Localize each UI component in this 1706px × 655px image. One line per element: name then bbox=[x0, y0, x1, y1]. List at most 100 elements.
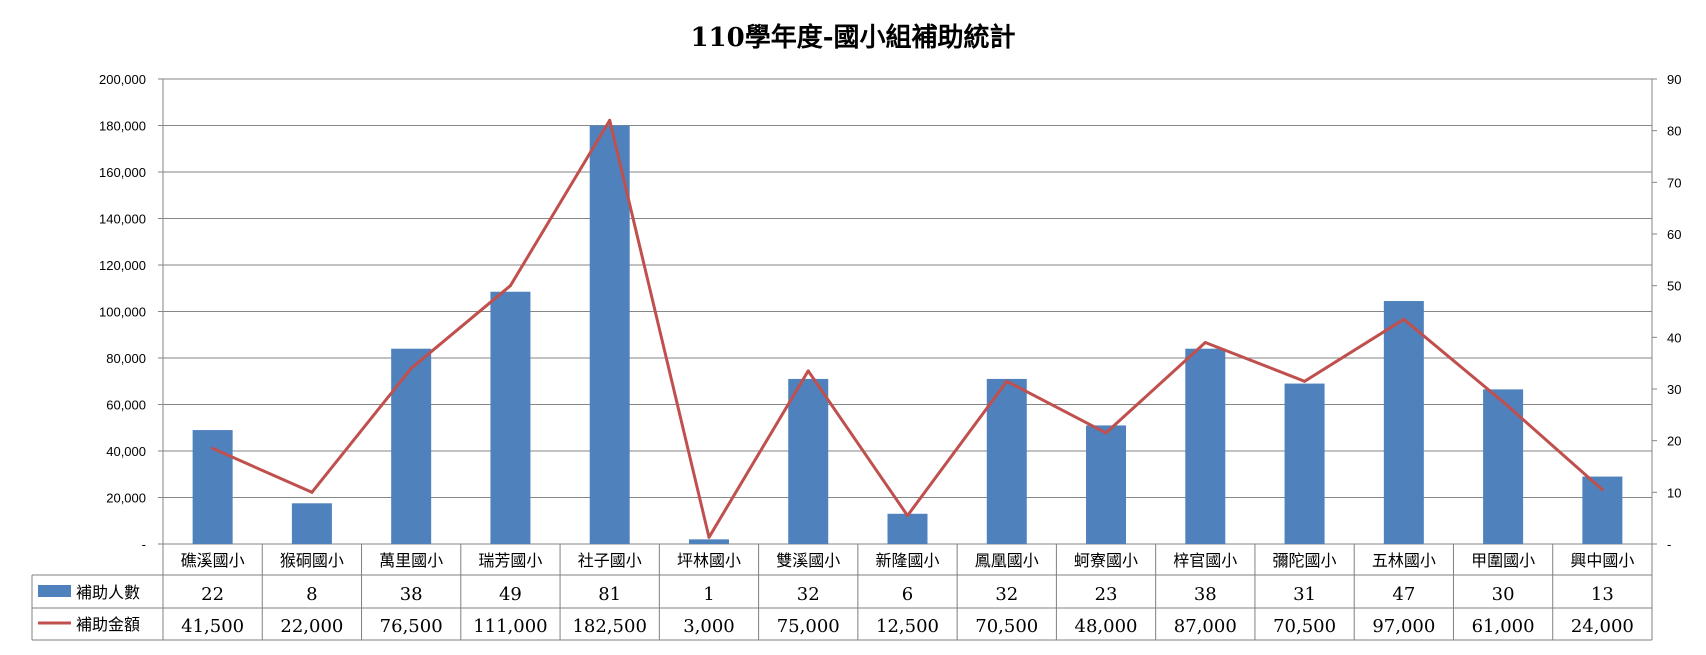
table-cell: 87,000 bbox=[1174, 616, 1237, 637]
table-cell: 47 bbox=[1392, 584, 1415, 605]
category-label: 彌陀國小 bbox=[1273, 551, 1337, 570]
table-cell: 75,000 bbox=[777, 616, 840, 637]
legend-label: 補助金額 bbox=[76, 615, 140, 634]
bar bbox=[1086, 425, 1127, 544]
legend-label: 補助人數 bbox=[76, 583, 140, 602]
table-cell: 12,500 bbox=[876, 616, 939, 637]
table-cell: 13 bbox=[1591, 584, 1614, 605]
right-tick-label: 60 bbox=[1667, 227, 1681, 242]
bar bbox=[1284, 383, 1325, 544]
category-label: 甲圍國小 bbox=[1471, 551, 1535, 570]
line-series bbox=[211, 118, 1604, 539]
line-point bbox=[1104, 431, 1108, 435]
left-tick-label: 60,000 bbox=[106, 398, 146, 413]
right-tick-label: 90 bbox=[1667, 72, 1681, 87]
right-tick-label: 20 bbox=[1667, 434, 1681, 449]
category-label: 五林國小 bbox=[1372, 551, 1436, 570]
table-cell: 48,000 bbox=[1075, 616, 1138, 637]
line-point bbox=[608, 118, 612, 122]
table-cell: 32 bbox=[995, 584, 1018, 605]
table-cell: 31 bbox=[1293, 584, 1316, 605]
table-cell: 24,000 bbox=[1571, 616, 1634, 637]
bar bbox=[788, 378, 829, 544]
table-cell: 6 bbox=[902, 584, 913, 605]
data-table: 礁溪國小 猴硐國小 萬里國小 瑞芳國小 社子國小 坪林國小 雙溪國小 新隆國小 鳳凰國小 蚵寮國小… bbox=[31, 544, 1653, 641]
table-cell: 30 bbox=[1492, 584, 1515, 605]
axes: - 20,000 40,000 60,000 80,000 100,000 120,000 1… bbox=[99, 72, 1681, 552]
category-label: 礁溪國小 bbox=[181, 551, 245, 570]
line-point bbox=[1600, 488, 1604, 492]
line-point bbox=[508, 284, 512, 288]
right-tick-label: 30 bbox=[1667, 382, 1681, 397]
right-tick-label: 10 bbox=[1667, 485, 1681, 500]
table-cell: 38 bbox=[1194, 584, 1217, 605]
line-point bbox=[1303, 379, 1307, 383]
line-point bbox=[906, 514, 909, 518]
right-tick-label: 70 bbox=[1667, 175, 1681, 190]
category-label: 鳳凰國小 bbox=[975, 551, 1039, 570]
line-point bbox=[1005, 379, 1009, 383]
left-tick-label: 200,000 bbox=[99, 72, 146, 87]
table-cell: 97,000 bbox=[1372, 616, 1435, 637]
table-cell: 70,500 bbox=[1273, 616, 1336, 637]
right-tick-label: 40 bbox=[1667, 330, 1681, 345]
right-tick-label: - bbox=[1667, 537, 1671, 552]
line-point bbox=[707, 535, 711, 539]
left-tick-label: - bbox=[142, 537, 146, 552]
chart-title: 110學年度-國小組補助統計 bbox=[690, 22, 1015, 53]
bar bbox=[1582, 476, 1623, 544]
table-cell: 49 bbox=[499, 584, 522, 605]
table-cell: 61,000 bbox=[1472, 616, 1535, 637]
bar bbox=[291, 503, 332, 544]
category-label: 梓官國小 bbox=[1173, 551, 1237, 570]
table-cell: 111,000 bbox=[473, 616, 547, 637]
table-cell: 32 bbox=[797, 584, 820, 605]
table-cell: 70,500 bbox=[975, 616, 1038, 637]
left-tick-label: 180,000 bbox=[99, 119, 146, 134]
bar bbox=[490, 291, 531, 544]
bar bbox=[391, 348, 432, 544]
bar bbox=[986, 378, 1027, 544]
bar bbox=[1185, 348, 1226, 544]
category-label: 瑞芳國小 bbox=[478, 551, 542, 570]
left-tick-label: 20,000 bbox=[106, 491, 146, 506]
table-cell: 76,500 bbox=[380, 616, 443, 637]
table-cell: 81 bbox=[598, 584, 621, 605]
left-tick-label: 100,000 bbox=[99, 305, 146, 320]
left-tick-label: 40,000 bbox=[106, 444, 146, 459]
category-label: 興中國小 bbox=[1570, 551, 1634, 570]
table-cell: 41,500 bbox=[181, 616, 244, 637]
line-point bbox=[806, 369, 810, 373]
category-label: 新隆國小 bbox=[875, 551, 939, 570]
category-label: 萬里國小 bbox=[379, 551, 443, 570]
category-label: 社子國小 bbox=[578, 551, 642, 570]
line-point bbox=[211, 446, 215, 450]
bar bbox=[887, 513, 928, 544]
line-point bbox=[1203, 341, 1207, 344]
table-cell: 22,000 bbox=[280, 616, 343, 637]
category-label: 坪林國小 bbox=[677, 551, 741, 570]
bar-series bbox=[192, 125, 1623, 544]
left-tick-label: 160,000 bbox=[99, 165, 146, 180]
category-label: 雙溪國小 bbox=[776, 551, 840, 570]
table-cell: 38 bbox=[400, 584, 423, 605]
line-point bbox=[409, 366, 413, 370]
category-label: 蚵寮國小 bbox=[1074, 551, 1138, 570]
left-tick-label: 140,000 bbox=[99, 212, 146, 227]
left-tick-label: 120,000 bbox=[99, 258, 146, 273]
bar bbox=[1383, 301, 1424, 544]
bar bbox=[589, 125, 630, 544]
line-point bbox=[1501, 400, 1505, 404]
table-cell: 3,000 bbox=[683, 616, 735, 637]
right-tick-label: 50 bbox=[1667, 279, 1681, 294]
category-label: 猴硐國小 bbox=[280, 551, 344, 570]
line-point bbox=[1402, 317, 1406, 321]
table-cell: 182,500 bbox=[572, 616, 646, 637]
bar bbox=[688, 539, 729, 544]
table-cell: 8 bbox=[306, 584, 317, 605]
left-tick-label: 80,000 bbox=[106, 351, 146, 366]
table-cell: 23 bbox=[1095, 584, 1118, 605]
right-tick-label: 80 bbox=[1667, 124, 1681, 139]
